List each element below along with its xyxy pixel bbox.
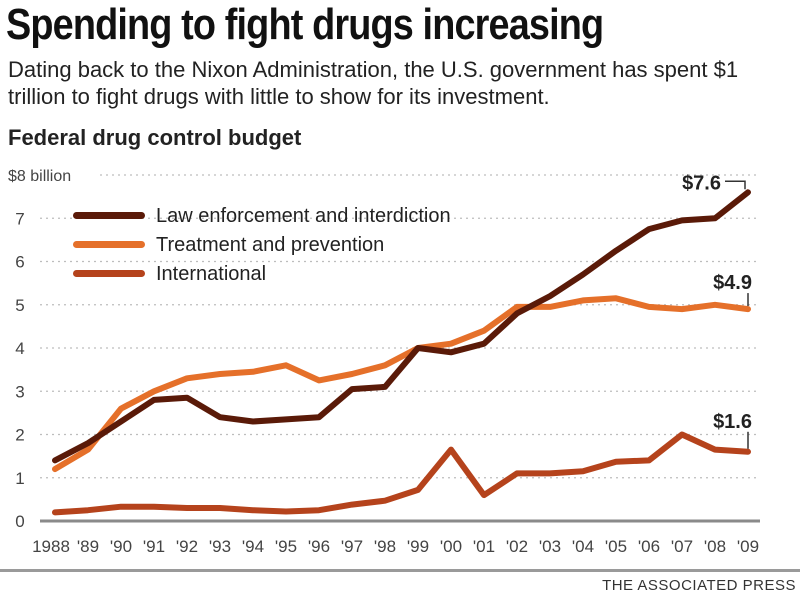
series-line-law-enforcement-and-interdiction xyxy=(52,189,751,464)
legend-label: International xyxy=(156,263,266,285)
x-tick-label: '05 xyxy=(605,537,627,556)
chart-title: Federal drug control budget xyxy=(8,125,302,150)
x-tick-label: '02 xyxy=(506,537,528,556)
series-line-international xyxy=(52,431,751,516)
x-tick-label: '04 xyxy=(572,537,594,556)
y-tick-label: 6 xyxy=(15,253,24,272)
x-tick-label: '01 xyxy=(473,537,495,556)
legend-label: Treatment and prevention xyxy=(156,234,384,256)
x-tick-label: '00 xyxy=(440,537,462,556)
y-tick-label: 1 xyxy=(15,469,24,488)
x-tick-label: '90 xyxy=(110,537,132,556)
legend-swatch xyxy=(73,241,145,248)
callout-international: $1.6 xyxy=(713,411,752,433)
x-tick-label: '06 xyxy=(638,537,660,556)
x-tick-label: '99 xyxy=(407,537,429,556)
x-tick-label: '98 xyxy=(374,537,396,556)
y-axis-unit-label: $8 billion xyxy=(8,168,71,185)
headline: Spending to fight drugs increasing xyxy=(6,0,604,49)
x-tick-label: '94 xyxy=(242,537,264,556)
x-tick-label: '97 xyxy=(341,537,363,556)
end-value-callouts: $7.6 $4.9 $1.6 xyxy=(682,172,752,449)
callout-treatment: $4.9 xyxy=(713,272,752,294)
x-tick-label: '03 xyxy=(539,537,561,556)
legend-label: Law enforcement and interdiction xyxy=(156,205,451,227)
y-tick-label: 5 xyxy=(15,296,24,315)
y-tick-label: 0 xyxy=(15,512,24,531)
legend-swatch xyxy=(73,212,145,219)
y-tick-label: 3 xyxy=(15,382,24,401)
series-line-treatment-and-prevention xyxy=(52,295,751,473)
x-tick-label: '92 xyxy=(176,537,198,556)
series-lines xyxy=(52,189,751,516)
x-tick-label: 1988 xyxy=(32,537,70,556)
x-tick-label: '08 xyxy=(704,537,726,556)
x-tick-label: '91 xyxy=(143,537,165,556)
source-credit: THE ASSOCIATED PRESS xyxy=(602,577,796,594)
x-tick-label: '89 xyxy=(77,537,99,556)
x-tick-label: '93 xyxy=(209,537,231,556)
x-tick-label: '07 xyxy=(671,537,693,556)
x-tick-label: '95 xyxy=(275,537,297,556)
legend-swatch xyxy=(73,270,145,277)
y-tick-label: 4 xyxy=(15,339,24,358)
y-axis-ticks: 0 1 2 3 4 5 6 7 xyxy=(15,209,24,531)
y-tick-label: 7 xyxy=(15,209,24,228)
footer-divider xyxy=(0,569,800,572)
subheadline: Dating back to the Nixon Administration,… xyxy=(8,57,739,109)
gridlines xyxy=(40,174,760,479)
callout-leader xyxy=(725,180,746,190)
callout-law-enforcement: $7.6 xyxy=(682,172,721,194)
x-tick-label: '09 xyxy=(737,537,759,556)
legend: Law enforcement and interdiction Treatmen… xyxy=(73,205,451,285)
y-tick-label: 2 xyxy=(15,426,24,445)
x-axis-ticks: 1988 '89 '90 '91 '92 '93 '94 '95 '96 '97 '98 '99 '00… xyxy=(32,537,759,556)
x-tick-label: '96 xyxy=(308,537,330,556)
